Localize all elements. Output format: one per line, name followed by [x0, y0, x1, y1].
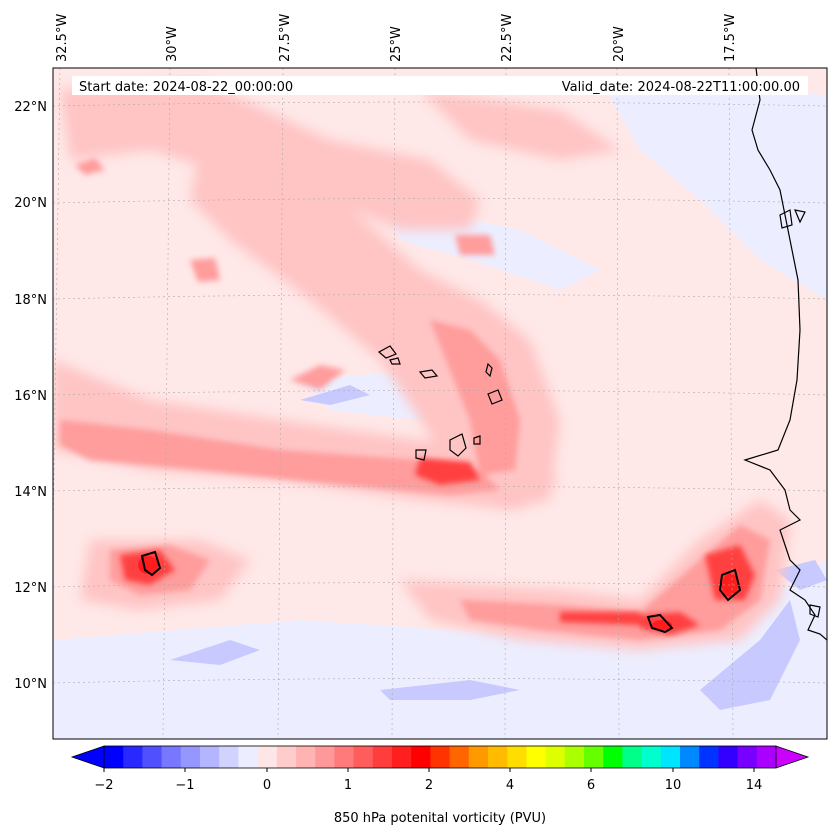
colorbar-swatch: [488, 746, 508, 768]
lon-label: 20°W: [612, 26, 627, 62]
colorbar-swatch: [334, 746, 355, 768]
cbar-tick-label: 2: [425, 778, 433, 793]
colorbar-swatch: [737, 746, 758, 768]
lon-label: 27.5°W: [278, 14, 293, 62]
cbar-tick-label: 14: [746, 778, 763, 793]
colorbar-swatch: [699, 746, 719, 768]
map-frame: [52, 67, 828, 740]
colorbar-swatch: [660, 746, 681, 768]
colorbar-tick-labels: −2 −1 0 1 2 4 6 10 14: [94, 778, 762, 793]
stronger-negative-pv: [170, 385, 827, 710]
colorbar-swatch: [142, 746, 163, 768]
colorbar-swatch: [276, 746, 297, 768]
colorbar-swatch: [526, 746, 547, 768]
colorbar-swatch: [603, 746, 623, 768]
colorbar-swatch: [200, 746, 220, 768]
colorbar-title: 850 hPa potenital vorticity (PVU): [334, 811, 546, 826]
lat-label: 10°N: [14, 677, 47, 692]
cbar-tick-label: 6: [587, 778, 595, 793]
cbar-tick-label: 0: [263, 778, 271, 793]
colorbar-swatch: [507, 746, 527, 768]
lat-label: 22°N: [14, 100, 47, 115]
lon-label: 32.5°W: [55, 14, 70, 62]
colorbar-max-extend: [775, 745, 810, 769]
colorbar-swatch: [564, 746, 585, 768]
colorbar-swatch: [257, 746, 278, 768]
graticule: [53, 68, 827, 739]
colorbar-swatch: [756, 746, 777, 768]
valid-date-label: Valid_date: 2024-08-22T11:00:00.00: [562, 80, 800, 95]
colorbar-swatch: [104, 746, 124, 768]
colorbar-swatch: [219, 746, 239, 768]
lat-label: 12°N: [14, 581, 47, 596]
lon-label: 22.5°W: [500, 14, 515, 62]
colorbar-swatch: [296, 746, 316, 768]
lon-label: 25°W: [389, 26, 404, 62]
colorbar-swatch: [238, 746, 259, 768]
colorbar-swatch: [123, 746, 143, 768]
map-panel: Start date: 2024-08-22_00:00:00 Valid_da…: [53, 68, 827, 739]
start-date-label: Start date: 2024-08-22_00:00:00: [79, 80, 293, 95]
cbar-tick-label: 4: [506, 778, 514, 793]
colorbar-swatch: [315, 746, 335, 768]
cbar-tick-label: −2: [94, 778, 113, 793]
cbar-tick-label: −1: [175, 778, 194, 793]
coastlines: [377, 68, 827, 641]
colorbar-frame: [103, 745, 777, 769]
colorbar-swatch: [449, 746, 470, 768]
colorbar-swatches: [104, 746, 777, 768]
colorbar-swatch: [353, 746, 374, 768]
colorbar-swatch: [468, 746, 489, 768]
cbar-tick-label: 1: [344, 778, 352, 793]
colorbar-swatch: [161, 746, 182, 768]
lat-label: 18°N: [14, 293, 47, 308]
pv-contour-lines: [140, 550, 742, 634]
colorbar-swatch: [430, 746, 451, 768]
colorbar-min-extend: [70, 745, 105, 769]
lat-label: 16°N: [14, 389, 47, 404]
lat-label: 14°N: [14, 485, 47, 500]
cbar-tick-label: 10: [665, 778, 682, 793]
colorbar-ticks: [103, 768, 755, 772]
lon-label: 30°W: [165, 26, 180, 62]
latitude-labels: 22°N 20°N 18°N 16°N 14°N 12°N 10°N: [14, 100, 47, 692]
colorbar-swatch: [622, 746, 643, 768]
colorbar-swatch: [718, 746, 739, 768]
colorbar-swatch: [545, 746, 566, 768]
colorbar-swatch: [372, 746, 393, 768]
longitude-labels: 32.5°W 30°W 27.5°W 25°W 22.5°W 20°W 17.5…: [55, 14, 738, 62]
date-annotation-bar: [72, 76, 808, 95]
colorbar-swatch: [584, 746, 604, 768]
colorbar-swatch: [180, 746, 201, 768]
lon-label: 17.5°W: [723, 14, 738, 62]
colorbar-swatch: [392, 746, 412, 768]
colorbar-swatch: [680, 746, 700, 768]
colorbar-swatch: [641, 746, 662, 768]
lat-label: 20°N: [14, 196, 47, 211]
colorbar: −2 −1 0 1 2 4 6 10 14 850 hPa potenital …: [70, 745, 810, 826]
colorbar-swatch: [411, 746, 431, 768]
